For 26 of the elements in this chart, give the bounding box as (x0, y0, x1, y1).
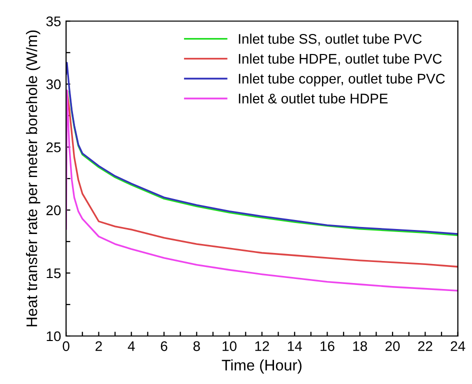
y-tick-label: 30 (46, 79, 61, 90)
x-tick-label: 24 (450, 341, 466, 351)
x-tick-label: 12 (255, 341, 269, 351)
y-tick-label: 10 (46, 331, 61, 342)
x-tick-label: 10 (222, 341, 236, 352)
y-tick-label: 15 (46, 268, 61, 278)
x-tick-label: 2 (96, 341, 102, 351)
y-axis-title: Heat transfer rate per meter borehole (W/m) (26, 30, 40, 326)
line-series (68, 90, 458, 236)
x-tick-label: 18 (353, 341, 368, 352)
y-tick-label: 25 (46, 142, 61, 152)
y-tick-label: 35 (46, 16, 61, 26)
x-tick-label: 16 (320, 341, 334, 352)
x-tick-label: 14 (288, 341, 302, 351)
legend-label: Inlet tube HDPE, outlet tube PVC (238, 54, 442, 66)
legend-label: Inlet & outlet tube HDPE (238, 93, 388, 104)
x-tick-label: 6 (160, 341, 168, 352)
y-tick-label: 20 (46, 205, 61, 216)
x-axis-title: Time (Hour) (222, 359, 302, 374)
x-tick-label: 0 (62, 341, 70, 352)
x-tick-label: 4 (128, 341, 135, 351)
x-tick-label: 22 (418, 341, 432, 351)
legend-label: Inlet tube SS, outlet tube PVC (238, 34, 422, 46)
x-tick-label: 8 (193, 341, 200, 352)
x-tick-label: 20 (386, 341, 400, 352)
legend-label: Inlet tube copper, outlet tube PVC (238, 73, 445, 86)
